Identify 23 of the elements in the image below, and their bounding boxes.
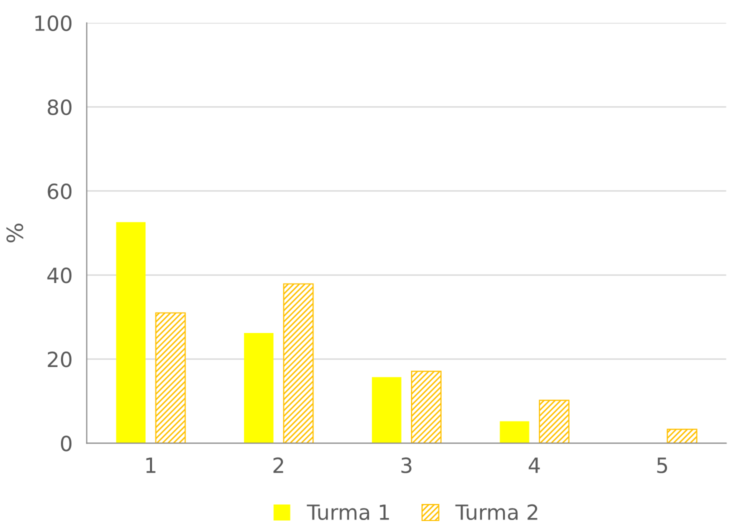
bar	[116, 222, 146, 444]
legend-label: Turma 2	[455, 504, 538, 520]
x-tick-label: 4	[528, 458, 540, 473]
bar	[538, 400, 570, 444]
bar	[666, 428, 698, 444]
x-tick-label: 3	[401, 457, 412, 474]
bar	[500, 421, 530, 444]
y-tick-label: 100	[35, 15, 72, 32]
y-tick-label: 0	[60, 436, 72, 452]
legend-label: Turma 1	[306, 504, 389, 520]
y-tick-label: 40	[47, 267, 72, 284]
x-tick-label: 1	[146, 458, 156, 473]
y-axis-title: %	[6, 224, 24, 242]
y-tick-label: 80	[48, 99, 72, 116]
x-tick-label: 2	[273, 457, 284, 473]
y-tick-label: 20	[48, 352, 72, 368]
x-tick-label: 5	[657, 458, 668, 474]
bar	[283, 283, 314, 444]
bar	[372, 377, 402, 444]
bar	[155, 312, 186, 444]
y-tick-label: 60	[48, 183, 72, 200]
bar	[244, 333, 274, 444]
bar	[411, 370, 442, 444]
